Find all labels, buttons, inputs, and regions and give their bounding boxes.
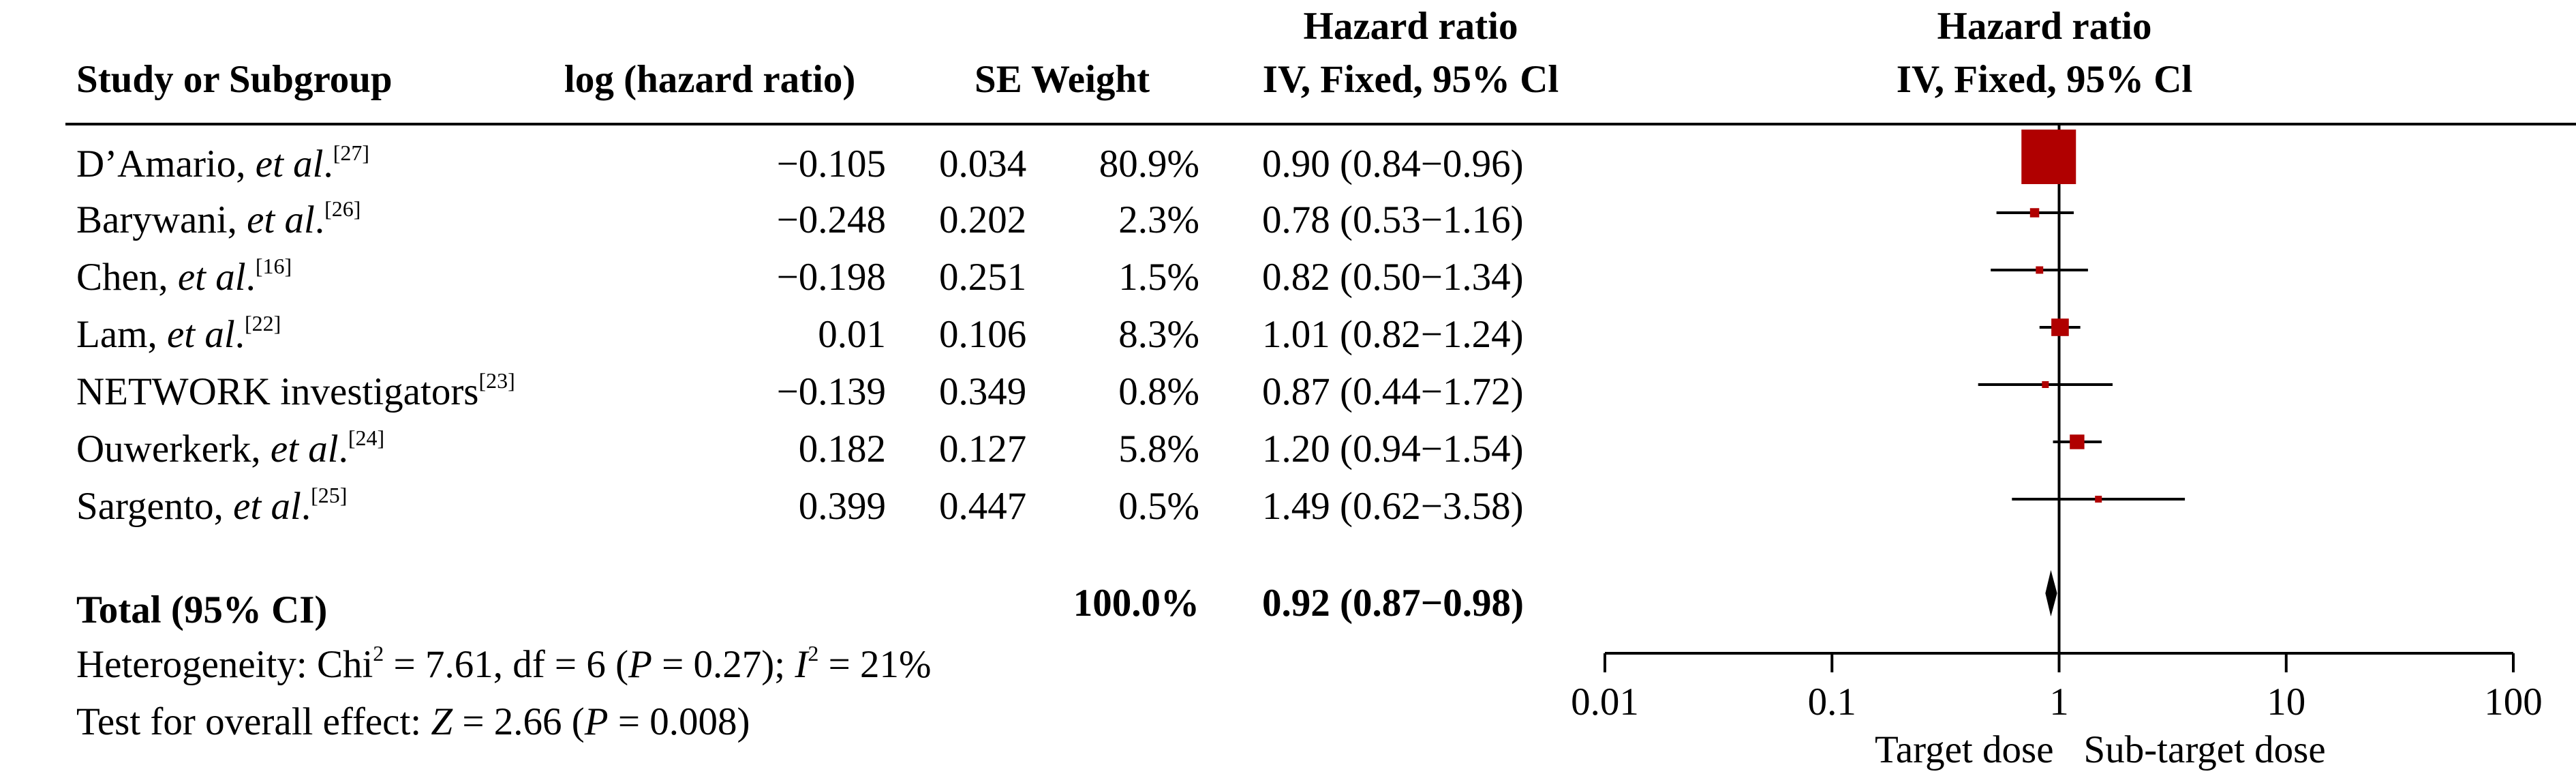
study-loghr: 0.399 xyxy=(798,485,886,528)
study-name: Chen, et al.[16] xyxy=(76,254,292,299)
study-name: NETWORK investigators[23] xyxy=(76,368,515,413)
heterogeneity-text: Heterogeneity: Chi2 = 7.61, df = 6 (P = … xyxy=(76,641,932,686)
study-se: 0.202 xyxy=(939,198,1027,241)
effect-marker xyxy=(2021,130,2076,184)
study-se: 0.106 xyxy=(939,313,1027,356)
effect-marker xyxy=(2070,434,2085,449)
header-plot-line1: Hazard ratio xyxy=(1937,5,2152,48)
study-se: 0.034 xyxy=(939,143,1027,185)
header-se-weight: SE Weight xyxy=(975,58,1150,101)
study-weight: 8.3% xyxy=(1118,313,1199,356)
header-plot-line2: IV, Fixed, 95% Cl xyxy=(1896,58,2193,101)
study-weight: 80.9% xyxy=(1099,143,1199,185)
study-name: Lam, et al.[22] xyxy=(76,311,281,356)
effect-marker xyxy=(2036,266,2044,274)
x-tick-label: 0.01 xyxy=(1571,681,1639,723)
study-ci: 0.87 (0.44−1.72) xyxy=(1262,370,1524,413)
study-name: D’Amario, et al.[27] xyxy=(76,140,370,185)
header-study: Study or Subgroup xyxy=(76,58,393,101)
study-weight: 0.5% xyxy=(1118,485,1199,528)
study-weight: 5.8% xyxy=(1118,428,1199,471)
study-ci: 0.82 (0.50−1.34) xyxy=(1262,256,1524,299)
x-tick-label: 1 xyxy=(2049,681,2069,723)
total-weight: 100.0% xyxy=(1073,582,1199,625)
effect-marker xyxy=(2051,318,2069,336)
study-loghr: −0.248 xyxy=(776,198,886,241)
header-rule xyxy=(65,123,2576,125)
x-tick-label: 0.1 xyxy=(1808,681,1856,723)
header-hr-line2: IV, Fixed, 95% Cl xyxy=(1262,58,1559,101)
study-loghr: −0.105 xyxy=(776,143,886,185)
study-loghr: 0.182 xyxy=(798,428,886,471)
study-ci: 1.01 (0.82−1.24) xyxy=(1262,313,1524,356)
total-ci: 0.92 (0.87−0.98) xyxy=(1262,582,1524,625)
study-se: 0.127 xyxy=(939,428,1027,471)
study-name: Barywani, et al.[26] xyxy=(76,196,361,241)
study-weight: 1.5% xyxy=(1118,256,1199,299)
study-weight: 2.3% xyxy=(1118,198,1199,241)
x-tick-label: 100 xyxy=(2484,681,2543,723)
total-diamond xyxy=(2045,570,2057,616)
study-ci: 1.20 (0.94−1.54) xyxy=(1262,428,1524,471)
study-ci: 0.78 (0.53−1.16) xyxy=(1262,198,1524,241)
study-ci: 1.49 (0.62−3.58) xyxy=(1262,485,1524,528)
study-weight: 0.8% xyxy=(1118,370,1199,413)
x-tick-label: 10 xyxy=(2267,681,2305,723)
study-name: Ouwerkerk, et al.[24] xyxy=(76,426,385,471)
x-label-left: Target dose xyxy=(1875,728,2053,771)
header-hr-line1: Hazard ratio xyxy=(1303,5,1518,48)
effect-marker xyxy=(2095,496,2102,503)
overall-effect-text: Test for overall effect: Z = 2.66 (P = 0… xyxy=(76,700,750,743)
study-ci: 0.90 (0.84−0.96) xyxy=(1262,143,1524,185)
study-name: Sargento, et al.[25] xyxy=(76,483,348,528)
x-label-right: Sub-target dose xyxy=(2084,728,2326,771)
effect-marker xyxy=(2029,208,2040,218)
study-se: 0.447 xyxy=(939,485,1027,528)
study-se: 0.251 xyxy=(939,256,1027,299)
study-loghr: 0.01 xyxy=(818,313,886,356)
study-se: 0.349 xyxy=(939,370,1027,413)
study-loghr: −0.198 xyxy=(776,256,886,299)
effect-marker xyxy=(2042,381,2049,388)
study-loghr: −0.139 xyxy=(776,370,886,413)
header-loghr: log (hazard ratio) xyxy=(564,58,856,101)
total-label: Total (95% CI) xyxy=(76,588,328,631)
